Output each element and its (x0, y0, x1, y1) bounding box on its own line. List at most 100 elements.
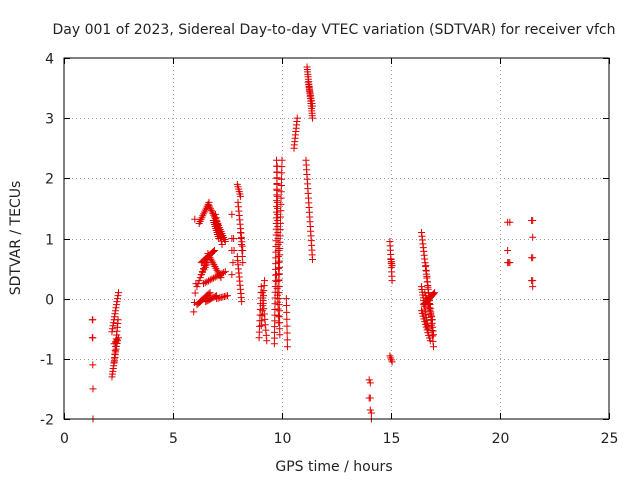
y-tick-label: 3 (45, 112, 54, 128)
data-point (426, 307, 434, 315)
plot-frame (63, 57, 610, 420)
data-point (273, 186, 281, 194)
data-point (274, 253, 282, 261)
data-point (108, 325, 116, 333)
data-point (424, 301, 432, 309)
data-point (277, 213, 285, 221)
data-point (220, 269, 228, 277)
chart-title: Day 001 of 2023, Sidereal Day-to-day VTE… (52, 22, 615, 38)
data-point (112, 304, 120, 312)
data-point (237, 228, 245, 236)
data-point (277, 188, 285, 196)
data-point (273, 291, 281, 299)
data-point (430, 343, 438, 351)
data-point (427, 310, 435, 318)
grid (64, 58, 609, 419)
data-point (422, 262, 430, 270)
data-point (212, 214, 220, 222)
data-point (110, 316, 118, 324)
data-point (431, 289, 439, 297)
data-point (426, 337, 434, 345)
data-point (293, 114, 301, 122)
data-point (257, 283, 265, 291)
data-point (108, 328, 116, 336)
y-tick-label: -1 (40, 353, 54, 369)
data-point (277, 181, 285, 189)
data-point (427, 321, 435, 329)
data-point (276, 251, 284, 259)
data-point (113, 298, 121, 306)
data-point (276, 257, 284, 265)
data-point (273, 198, 281, 206)
data-point (276, 232, 284, 240)
data-point (425, 304, 433, 312)
y-tick-label: 1 (45, 233, 54, 249)
data-point (283, 336, 291, 344)
data-point (89, 334, 97, 342)
data-point (238, 253, 246, 261)
data-point (204, 259, 212, 267)
data-point (89, 316, 97, 324)
data-point (206, 203, 214, 211)
data-point (430, 290, 438, 298)
data-point (283, 343, 291, 351)
data-point (273, 277, 281, 285)
data-point (190, 308, 198, 316)
data-point (309, 256, 317, 264)
x-tick-label: 25 (601, 431, 619, 447)
data-point (229, 259, 237, 267)
data-point (366, 394, 374, 402)
data-point (195, 277, 203, 285)
data-point (423, 272, 431, 280)
data-point (212, 210, 220, 218)
data-point (273, 180, 281, 188)
data-point (111, 307, 119, 315)
data-point (529, 277, 537, 285)
data-point (309, 102, 317, 110)
data-point (205, 290, 213, 298)
data-point (221, 268, 229, 276)
data-point (273, 192, 281, 200)
data-point (529, 254, 537, 262)
data-point (366, 379, 374, 387)
data-point (273, 174, 281, 182)
data-point (388, 262, 396, 270)
data-point (109, 319, 117, 327)
data-point (424, 283, 432, 291)
data-point (228, 271, 236, 279)
data-point (237, 235, 245, 242)
data-point (89, 361, 97, 369)
x-tick-label: 0 (60, 431, 69, 447)
data-point (273, 284, 281, 292)
data-point (274, 298, 282, 306)
data-point (221, 238, 229, 246)
data-point (114, 292, 122, 300)
data-point (239, 259, 247, 267)
data-point (278, 163, 286, 171)
data-point (276, 238, 284, 246)
data-point (423, 298, 431, 306)
data-point (283, 302, 291, 310)
data-point (237, 241, 245, 249)
data-point (366, 406, 374, 414)
data-point (111, 310, 119, 318)
data-point (276, 331, 284, 339)
data-point (275, 265, 283, 273)
data-point (278, 175, 286, 183)
x-axis-label: GPS time / hours (275, 459, 392, 475)
data-point (506, 218, 514, 226)
data-point (110, 313, 118, 321)
data-point (238, 298, 246, 306)
data-point (224, 292, 231, 300)
data-point (278, 169, 286, 177)
y-tick-label: 2 (45, 172, 54, 188)
data-point (529, 233, 537, 241)
data-point (276, 245, 284, 253)
data-point (218, 241, 226, 249)
data-point (277, 200, 285, 208)
axis-ticks: 0 5 10 15 20 25 -2 -1 0 1 2 3 4 (40, 52, 618, 448)
data-point (276, 219, 284, 227)
data-point (205, 201, 213, 209)
data-point (277, 194, 285, 202)
